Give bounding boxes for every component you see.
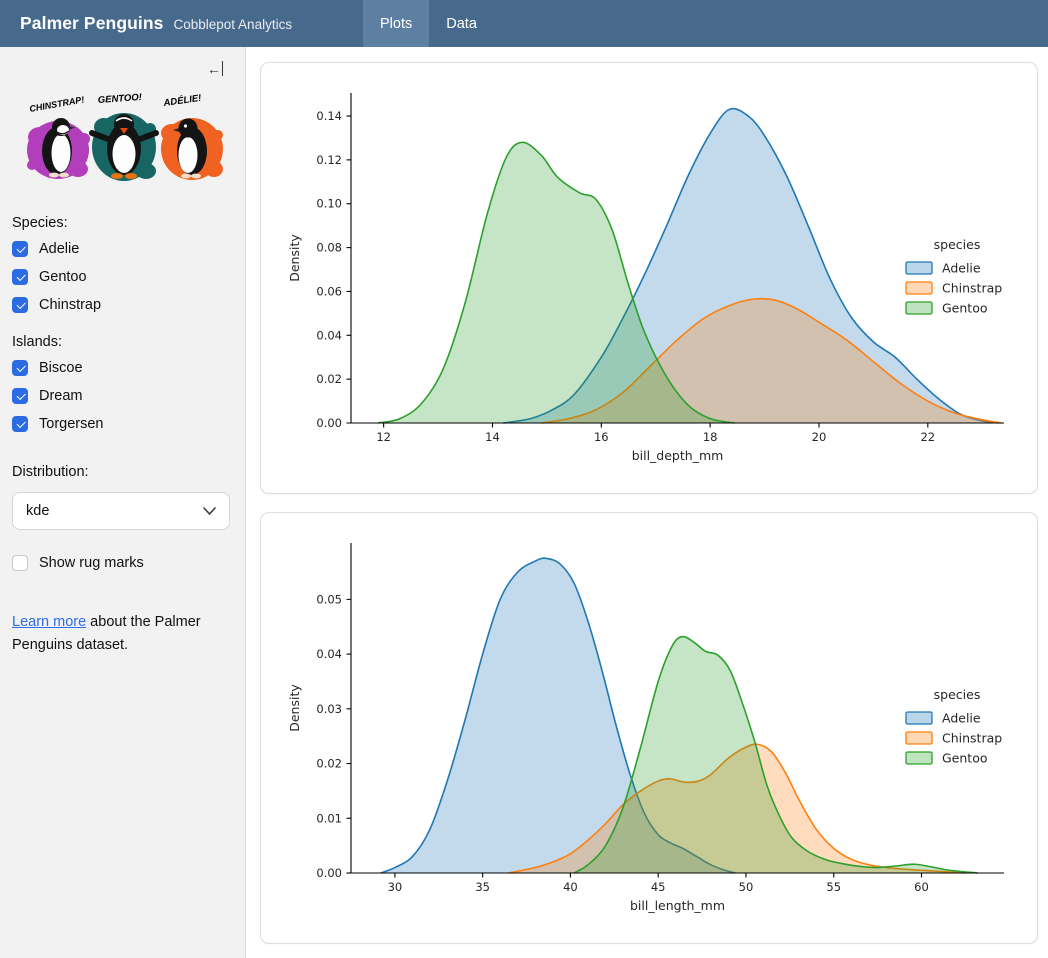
svg-text:0.14: 0.14 [316,109,342,123]
svg-text:20: 20 [812,430,827,444]
species-checkbox-chinstrap[interactable]: Chinstrap [12,295,229,315]
svg-text:14: 14 [485,430,500,444]
main-panel: 12 14 16 18 20 22 0.00 0.02 0.04 0.06 0.08 0.10 0.12… [246,47,1048,958]
svg-text:30: 30 [388,880,403,894]
distribution-selected-value: kde [26,503,49,519]
distribution-label: Distribution: [12,464,229,480]
checkbox-label: Show rug marks [39,555,144,571]
app-title: Palmer Penguins [20,13,164,34]
svg-text:Gentoo: Gentoo [942,751,988,766]
checkbox-label: Gentoo [39,269,87,285]
islands-group-label: Islands: [12,334,229,350]
svg-text:0.03: 0.03 [316,702,342,716]
sidebar: ← [0,47,246,958]
checkbox-label: Biscoe [39,360,83,376]
svg-text:45: 45 [651,880,666,894]
svg-text:0.02: 0.02 [316,757,342,771]
svg-text:Density: Density [287,234,302,282]
content: ← [0,47,1048,958]
svg-text:40: 40 [563,880,578,894]
logo-label-adelie: ADÉLIE! [162,93,202,109]
checkbox-box[interactable] [12,241,28,257]
checkbox-box[interactable] [12,360,28,376]
svg-text:12: 12 [376,430,391,444]
species-checkbox-adelie[interactable]: Adelie [12,239,229,259]
svg-text:0.04: 0.04 [316,647,342,661]
svg-text:0.00: 0.00 [316,866,342,880]
svg-text:55: 55 [826,880,841,894]
app-subtitle: Cobblepot Analytics [174,17,293,32]
checkbox-box[interactable] [12,388,28,404]
checkbox-box[interactable] [12,297,28,313]
species-checkbox-group: Adelie Gentoo Chinstrap [12,239,229,315]
svg-text:Adelie: Adelie [942,261,981,276]
navbar: Palmer Penguins Cobblepot Analytics Plot… [0,0,1048,47]
svg-text:0.06: 0.06 [316,284,342,298]
svg-text:0.02: 0.02 [316,372,342,386]
svg-text:Chinstrap: Chinstrap [942,281,1002,296]
svg-text:Chinstrap: Chinstrap [942,731,1002,746]
show-rug-marks-checkbox[interactable]: Show rug marks [12,553,229,573]
islands-checkbox-group: Biscoe Dream Torgersen [12,358,229,434]
islands-checkbox-dream[interactable]: Dream [12,386,229,406]
species-checkbox-gentoo[interactable]: Gentoo [12,267,229,287]
plot-card-bill-depth: 12 14 16 18 20 22 0.00 0.02 0.04 0.06 0.08 0.10 0.12… [260,62,1038,494]
checkbox-box[interactable] [12,416,28,432]
svg-text:0.00: 0.00 [316,416,342,430]
svg-text:species: species [934,687,981,702]
checkbox-label: Adelie [39,241,79,257]
svg-text:0.01: 0.01 [316,811,342,825]
svg-text:50: 50 [739,880,754,894]
collapse-bar-icon [222,61,223,76]
svg-text:0.08: 0.08 [316,241,342,255]
app-brand: Palmer Penguins Cobblepot Analytics [20,13,292,34]
logo-label-chinstrap: CHINSTRAP! [29,94,85,113]
penguins-logo-image: CHINSTRAP! GENTOO! ADÉLIE! [12,87,228,183]
app-root: Palmer Penguins Cobblepot Analytics Plot… [0,0,1048,958]
svg-text:Gentoo: Gentoo [942,301,988,316]
svg-text:0.12: 0.12 [316,153,342,167]
svg-text:Density: Density [287,684,302,732]
checkbox-box[interactable] [12,269,28,285]
svg-text:bill_depth_mm: bill_depth_mm [632,448,724,463]
species-group-label: Species: [12,215,229,231]
sidebar-collapse-button[interactable]: ← [207,61,223,76]
svg-text:Adelie: Adelie [942,711,981,726]
chevron-down-icon [203,507,216,515]
checkbox-label: Chinstrap [39,297,101,313]
kde-plot-bill-length: 30 35 40 45 50 55 60 0.00 0.01 0.02 0.03 0.04 0.05 bi… [261,513,1037,943]
navbar-tabs: PlotsData [363,0,494,47]
checkbox-label: Torgersen [39,416,103,432]
plot-card-bill-length: 30 35 40 45 50 55 60 0.00 0.01 0.02 0.03 0.04 0.05 bi… [260,512,1038,944]
logo-label-gentoo: GENTOO! [97,92,142,106]
svg-text:18: 18 [703,430,718,444]
learn-more-paragraph: Learn more about the Palmer Penguins dat… [12,611,212,657]
distribution-select[interactable]: kde [12,492,230,530]
svg-text:0.05: 0.05 [316,592,342,606]
tab-plots[interactable]: Plots [363,0,429,47]
learn-more-link[interactable]: Learn more [12,614,86,630]
svg-text:60: 60 [914,880,929,894]
svg-text:species: species [934,237,981,252]
svg-text:bill_length_mm: bill_length_mm [630,898,725,913]
svg-text:35: 35 [475,880,490,894]
checkbox-box[interactable] [12,555,28,571]
penguins-logo: CHINSTRAP! GENTOO! ADÉLIE! [12,87,228,188]
islands-checkbox-torgersen[interactable]: Torgersen [12,414,229,434]
svg-text:16: 16 [594,430,609,444]
kde-plot-bill-depth: 12 14 16 18 20 22 0.00 0.02 0.04 0.06 0.08 0.10 0.12… [261,63,1037,493]
islands-checkbox-biscoe[interactable]: Biscoe [12,358,229,378]
collapse-arrow-icon: ← [207,62,221,76]
checkbox-label: Dream [39,388,83,404]
tab-data[interactable]: Data [429,0,494,47]
svg-text:0.04: 0.04 [316,328,342,342]
svg-text:22: 22 [920,430,935,444]
svg-text:0.10: 0.10 [316,197,342,211]
